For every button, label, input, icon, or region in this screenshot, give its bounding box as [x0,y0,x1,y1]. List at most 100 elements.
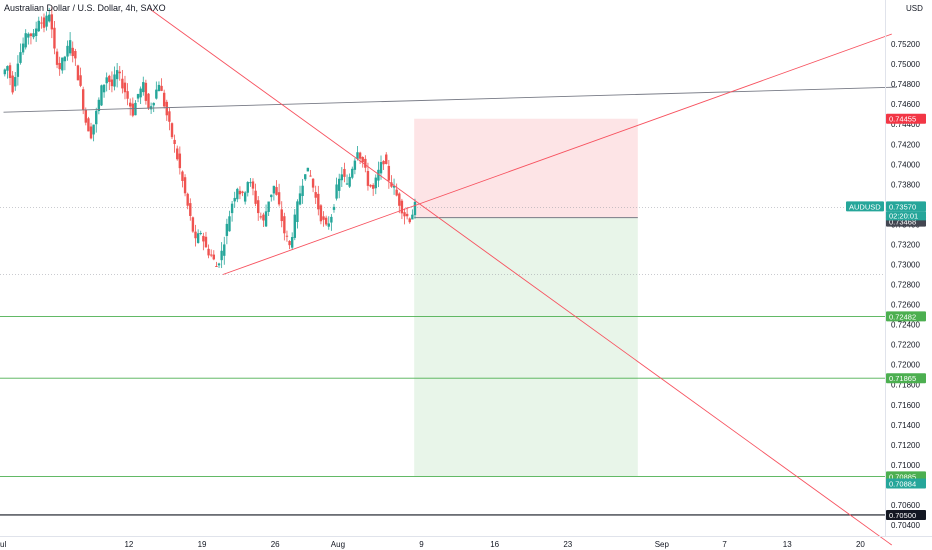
candle-body [358,152,362,159]
candle-body [322,216,325,220]
symbol-tag-bg [846,201,884,212]
candle-body [251,181,255,189]
candle-body [390,182,393,187]
candle-body [136,94,140,99]
candle-body [374,177,377,189]
candle-body [55,51,59,65]
y-tick-label: 0.74600 [891,100,920,109]
candle-body [351,168,354,178]
candle-body [45,15,48,27]
trendline-2[interactable] [222,33,892,275]
price-tag-label: 0.73570 [889,202,916,211]
candle-body [144,82,148,101]
y-tick-label: 0.75000 [891,60,920,69]
candle-body [275,187,278,195]
trendlines[interactable] [3,8,897,546]
candle-body [68,40,72,54]
trendline-0[interactable] [3,86,897,113]
take-profit-zone[interactable] [414,217,638,477]
candle-body [413,201,417,216]
candle-body [191,217,195,232]
candle-body [364,158,367,168]
candle-body [330,216,333,223]
y-tick-label: 0.75200 [891,40,920,49]
candle-body [74,50,77,59]
candle-body [105,77,108,84]
candle-body [327,223,330,227]
candle-body [110,79,114,87]
candle-body [129,102,132,107]
position-tool[interactable] [414,118,638,477]
candle-body [81,89,85,110]
candle-body [290,237,294,248]
candle-body [113,74,116,87]
y-tick-label: 0.72400 [891,321,920,330]
y-tick-label: 0.72800 [891,281,920,290]
candle-body [178,153,182,169]
candle-body [207,248,210,256]
candle-body [236,188,239,200]
x-tick-label: 13 [783,540,792,549]
candle-body [257,200,260,214]
candle-body [37,20,40,32]
countdown-label: 02:20:01 [889,211,918,220]
candle-body [126,91,129,99]
y-tick-label: 0.73800 [891,180,920,189]
candle-body [27,33,30,38]
x-tick-label: ul [0,540,6,549]
x-tick-label: 19 [198,540,207,549]
y-tick-label: 0.72200 [891,341,920,350]
y-tick-label: 0.70400 [891,521,920,530]
y-tick-label: 0.71000 [891,461,920,470]
candle-body [6,66,9,71]
candle-body [196,233,200,243]
candle-body [92,124,95,135]
candle-body [319,205,323,222]
candle-body [285,235,289,237]
y-tick-label: 0.72600 [891,301,920,310]
level-tag-label: 0.72482 [889,312,916,321]
candle-body [405,213,409,217]
y-tick-label: 0.74000 [891,160,920,169]
stop-loss-zone[interactable] [414,118,638,218]
candle-body [366,170,370,186]
candle-body [335,184,338,199]
horizontal-levels[interactable] [0,315,885,516]
price-tags: 0.72482 0.71865 0.70885 0.70500 0.74455 0.735… [846,113,926,520]
candle-body [243,192,247,202]
candle-body [304,174,307,180]
candle-body [272,185,276,194]
y-tick-label: 0.72000 [891,361,920,370]
price-tag-bg [886,478,926,489]
candle-body [398,193,401,206]
y-tick-label: 0.71600 [891,401,920,410]
candle-body [283,216,286,234]
candle-body [343,168,346,177]
x-tick-label: 26 [271,540,280,549]
candle-body [115,70,119,80]
candle-body [160,85,163,91]
dotted-price-lines [0,207,885,275]
candle-body [230,203,234,214]
countdown-bg [886,211,926,221]
candle-body [21,43,25,53]
candle-body [403,212,406,217]
time-axis[interactable]: ul 12 19 26 Aug 9 16 23 Sep 7 13 20 [0,540,865,549]
candle-body [66,45,69,57]
candle-body [311,178,315,188]
candle-body [296,201,299,223]
candle-body [220,250,223,261]
candle-body [400,200,404,214]
candle-body [8,65,12,79]
x-tick-label: 7 [722,540,727,549]
candle-body [176,148,179,160]
candle-body [411,214,414,220]
price-tag-label: 0.70884 [889,479,916,488]
candle-body [228,216,231,232]
trendline-1[interactable] [149,8,893,546]
candle-body [11,75,14,93]
candle-body [24,33,27,48]
candle-body [264,211,268,227]
candle-body [332,206,336,210]
